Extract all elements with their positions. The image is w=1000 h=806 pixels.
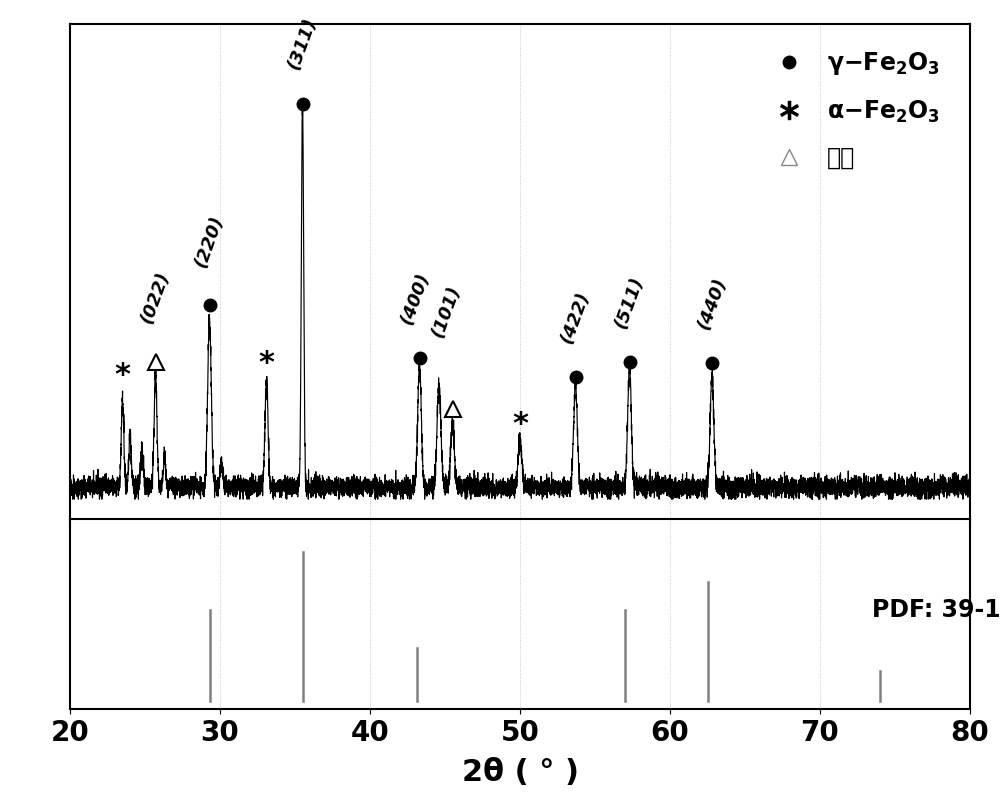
Text: (440): (440) <box>694 275 730 331</box>
Text: *: * <box>114 361 130 390</box>
Text: *: * <box>258 348 274 377</box>
Text: (022): (022) <box>138 269 173 326</box>
Text: (422): (422) <box>558 289 593 345</box>
X-axis label: 2θ ( ° ): 2θ ( ° ) <box>462 758 578 787</box>
Text: *: * <box>512 410 528 439</box>
Legend: $\mathbf{\gamma}$$\mathbf{-Fe_2O_3}$, $\mathbf{\alpha}$$\mathbf{-Fe_2O_3}$, 石墨: $\mathbf{\gamma}$$\mathbf{-Fe_2O_3}$, $\… <box>756 41 949 180</box>
Text: PDF: 39-1346: PDF: 39-1346 <box>872 598 1000 622</box>
Text: (101): (101) <box>429 283 464 339</box>
Text: (311): (311) <box>285 15 320 72</box>
Text: (511): (511) <box>612 273 647 330</box>
Text: (220): (220) <box>192 213 227 269</box>
Text: (400): (400) <box>397 269 433 326</box>
